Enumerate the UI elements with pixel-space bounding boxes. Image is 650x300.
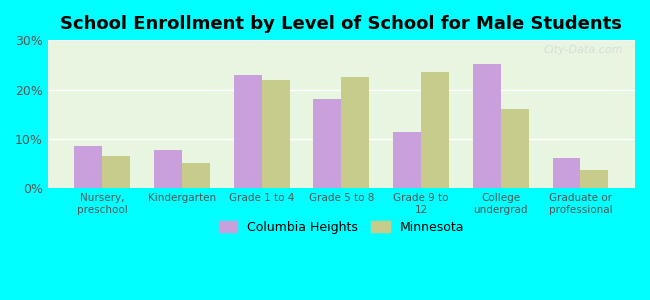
- Bar: [102, 156, 130, 188]
- Bar: [234, 75, 262, 188]
- Legend: Columbia Heights, Minnesota: Columbia Heights, Minnesota: [214, 216, 469, 238]
- Bar: [421, 72, 449, 188]
- Text: City-Data.com: City-Data.com: [544, 45, 623, 55]
- Bar: [552, 158, 580, 188]
- Bar: [154, 150, 182, 188]
- Bar: [393, 132, 421, 188]
- Bar: [580, 170, 608, 188]
- Bar: [341, 77, 369, 188]
- Bar: [473, 64, 501, 188]
- Bar: [75, 146, 102, 188]
- Bar: [262, 80, 289, 188]
- Bar: [182, 163, 210, 188]
- Title: School Enrollment by Level of School for Male Students: School Enrollment by Level of School for…: [60, 15, 622, 33]
- Bar: [500, 109, 528, 188]
- Bar: [313, 100, 341, 188]
